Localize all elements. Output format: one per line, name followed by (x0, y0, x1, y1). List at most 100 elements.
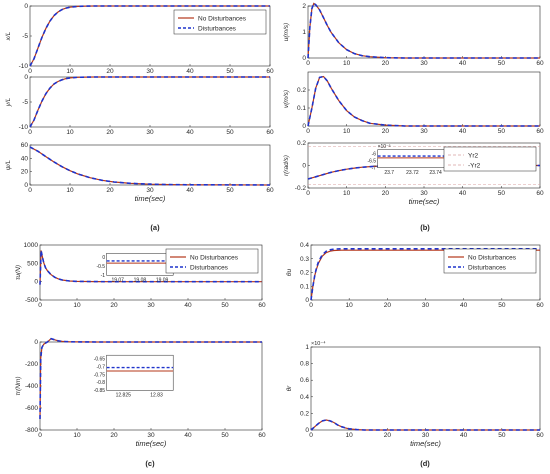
legend: No Disturbances Disturbances (173, 9, 267, 35)
legend-label: No Disturbances (468, 255, 517, 262)
panel-caption: (d) (420, 459, 430, 468)
x-tick-label: 20 (382, 190, 390, 197)
x-tick-label: 50 (498, 432, 506, 439)
legend-label: Disturbances (468, 265, 507, 272)
inset-box (106, 253, 174, 276)
axes-box (310, 346, 541, 431)
x-tick-label: 40 (459, 190, 467, 197)
x-tick-label: 60 (536, 302, 544, 309)
subplot-b-3: 0 10 20 30 40 50 60-0.200.2r(rad/s)time(sec)23… (283, 140, 544, 206)
x-tick-label: 10 (346, 432, 354, 439)
y-tick-label: 40 (21, 155, 29, 162)
x-tick-label: 60 (258, 432, 266, 439)
inset-box (106, 354, 174, 391)
inset-y-tick-label: -0.7 (96, 365, 105, 371)
x-tick-label: 40 (459, 60, 467, 67)
x-tick-label: 20 (106, 68, 114, 75)
y-tick-label: 0 (302, 55, 306, 62)
y-axis-label: θu (286, 269, 293, 277)
x-tick-label: 30 (147, 432, 155, 439)
x-tick-label: 30 (146, 129, 154, 136)
x-axis-label: time(sec) (409, 197, 440, 206)
y-axis-label: ψ/L (5, 160, 12, 171)
x-tick-label: 0 (28, 68, 32, 75)
x-tick-label: 40 (184, 432, 192, 439)
x-tick-label: 10 (343, 190, 351, 197)
y-tick-label: 1 (305, 344, 309, 351)
x-tick-label: 0 (309, 302, 313, 309)
x-axis-label: time(sec) (136, 439, 167, 448)
y-axis-label: v(m/s) (283, 90, 290, 108)
x-tick-label: 40 (184, 302, 192, 309)
x-tick-label: 0 (306, 60, 310, 67)
inset-x-tick-label: 12.83 (150, 392, 163, 398)
inset-y-tick-label: -7 (372, 165, 377, 171)
axis-exponent: ×10⁻⁴ (311, 340, 326, 347)
y-tick-label: -600 (25, 405, 38, 412)
x-tick-label: 20 (106, 187, 114, 194)
x-axis-label: time(sec) (410, 439, 441, 448)
x-tick-label: 60 (258, 302, 266, 309)
y-tick-label: 0.2 (297, 87, 306, 94)
y-tick-label: -500 (25, 297, 38, 304)
inset-x-tick-label: 19.08 (134, 277, 147, 283)
inset-y-tick-label: -0.65 (94, 357, 106, 363)
x-tick-label: 50 (226, 129, 234, 136)
x-tick-label: 10 (66, 68, 74, 75)
series-line-disturbances (29, 146, 271, 186)
x-tick-label: 50 (221, 432, 229, 439)
x-axis-label: time(sec) (135, 194, 166, 203)
inset-y-tick-label: -0.8 (96, 380, 105, 386)
x-tick-label: 50 (498, 190, 506, 197)
x-tick-label: 20 (106, 129, 114, 136)
y-tick-label: 1000 (24, 242, 39, 249)
x-tick-label: 10 (343, 128, 351, 135)
panel-caption: (c) (145, 459, 155, 468)
y-tick-label: 0.3 (300, 256, 309, 263)
x-tick-label: 20 (110, 432, 118, 439)
inset-y-tick-label: -6.5 (367, 158, 376, 164)
subplot-b-2: 0 10 20 30 40 50 60 0 0.1 0.2 v(m/s) (283, 71, 544, 135)
inset-x-tick-label: 23.74 (429, 170, 442, 176)
x-tick-label: 10 (346, 302, 354, 309)
inset-x-tick-label: 19.07 (111, 277, 124, 283)
x-tick-label: 30 (147, 302, 155, 309)
x-tick-label: 40 (186, 129, 194, 136)
x-tick-label: 10 (66, 129, 74, 136)
subplot-a-3: 0 10 20 30 40 50 60 0 20 40 60 ψ/L time(sec) (5, 142, 274, 203)
legend-label: Disturbances (198, 26, 237, 33)
inset-y-tick-label: 0 (102, 255, 105, 261)
legend-box (173, 9, 267, 35)
series-line-disturbances (307, 75, 540, 127)
x-tick-label: 50 (221, 302, 229, 309)
y-axis-label: τu(N) (15, 265, 22, 280)
x-tick-label: 0 (38, 432, 42, 439)
y-tick-label: 0.1 (297, 105, 306, 112)
y-tick-label: 20 (21, 169, 29, 176)
panel-a: (a) 0 10 20 30 40 50 60 -10 -5 0 x/L 0 10 20 30 40 50 60 -1… (5, 3, 274, 232)
y-tick-label: -10 (19, 63, 29, 70)
inset-exponent: ×10⁻³ (378, 144, 391, 150)
axes-box (29, 76, 271, 128)
y-tick-label: -800 (25, 427, 38, 434)
x-tick-label: 30 (420, 190, 428, 197)
x-tick-label: 30 (422, 302, 430, 309)
x-tick-label: 30 (420, 60, 428, 67)
x-tick-label: 40 (460, 432, 468, 439)
legend: No Disturbances Disturbances (165, 248, 259, 274)
inset-box (377, 149, 448, 168)
y-tick-label: -0.2 (295, 185, 307, 192)
subplot-d-2: 0 10 20 30 40 50 60 0 0.2 0.4 0.6 0.8 1 ×10⁻⁴ θr time(s… (286, 340, 544, 448)
series-line-disturbances (29, 5, 270, 67)
legend-label: No Disturbances (190, 255, 239, 262)
legend-box (443, 146, 537, 172)
y-tick-label: 0.8 (300, 361, 309, 368)
y-axis-label: u(m/s) (283, 23, 290, 41)
subplot-c-2: 0 10 20 30 40 50 60 -800 -600 -400 -200 0 τr(Nm) time… (15, 337, 266, 448)
y-tick-label: -5 (22, 99, 28, 106)
x-tick-label: 30 (422, 432, 430, 439)
series-line-disturbances (307, 2, 540, 59)
axes-box (307, 5, 541, 59)
